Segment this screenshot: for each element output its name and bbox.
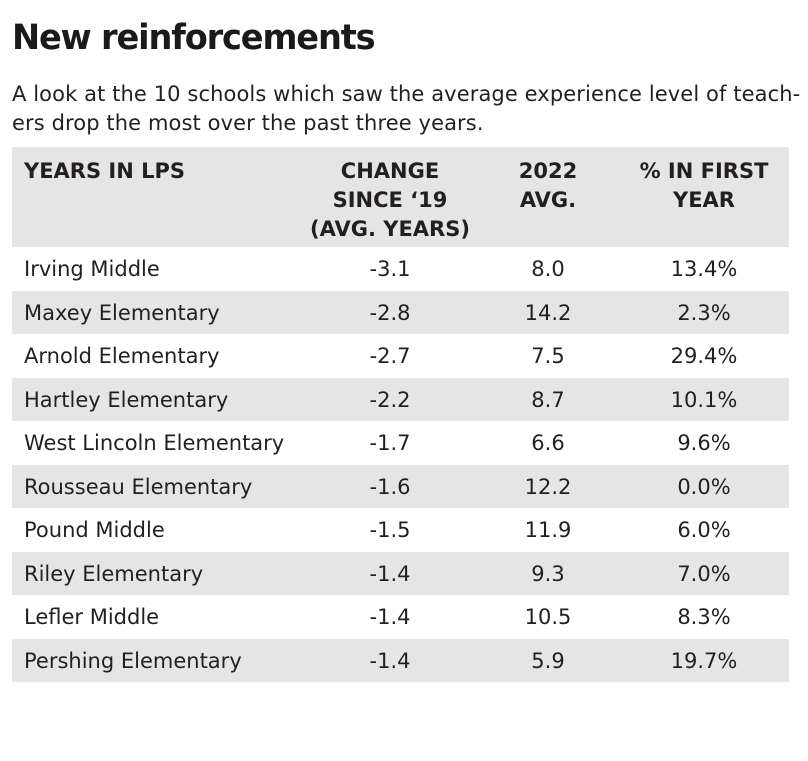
school-name-cell: Pound Middle bbox=[24, 518, 165, 542]
avg-2022-cell: 11.9 bbox=[524, 518, 572, 542]
table-row: Lefler Middle -1.4 10.5 8.3% bbox=[12, 595, 789, 639]
header-years-in-lps-line-1: YEARS IN LPS bbox=[24, 159, 186, 183]
first-year-pct-cell: 10.1% bbox=[670, 387, 738, 412]
avg-2022-cell: 7.5 bbox=[531, 344, 565, 368]
header-first-line-2: YEAR bbox=[673, 188, 735, 212]
school-name-cell: West Lincoln Elementary bbox=[24, 431, 285, 455]
header-change-line-3: (AVG. YEARS) bbox=[310, 217, 470, 241]
first-year-pct-cell: 9.6% bbox=[677, 431, 731, 455]
table-row: Riley Elementary -1.4 9.3 7.0% bbox=[12, 551, 789, 595]
school-name-cell: Arnold Elementary bbox=[24, 344, 220, 368]
school-name-cell: Pershing Elementary bbox=[24, 648, 242, 673]
header-change-since-19: CHANGE SINCE ‘19 (AVG. YEARS) bbox=[295, 157, 485, 244]
avg-2022-cell: 14.2 bbox=[524, 300, 572, 325]
avg-2022-cell: 6.6 bbox=[531, 431, 565, 455]
chart-title: New reinforcements bbox=[12, 18, 376, 58]
first-year-pct-cell: 8.3% bbox=[677, 605, 731, 629]
school-name-cell: Lefler Middle bbox=[24, 605, 160, 629]
header-years-in-lps: YEARS IN LPS bbox=[24, 157, 185, 186]
avg-2022-cell: 12.2 bbox=[524, 474, 572, 499]
header-first-line-1: % IN FIRST bbox=[639, 159, 769, 183]
header-change-line-2: SINCE ‘19 bbox=[332, 188, 448, 212]
table-row: West Lincoln Elementary -1.7 6.6 9.6% bbox=[12, 421, 789, 465]
first-year-pct-cell: 2.3% bbox=[677, 300, 731, 325]
first-year-pct-cell: 19.7% bbox=[670, 648, 738, 673]
table-row: Maxey Elementary -2.8 14.2 2.3% bbox=[12, 290, 789, 334]
table-row: Pershing Elementary -1.4 5.9 19.7% bbox=[12, 638, 789, 682]
table-header: YEARS IN LPS CHANGE SINCE ‘19 (AVG. YEAR… bbox=[12, 147, 789, 247]
school-name-cell: Rousseau Elementary bbox=[24, 474, 253, 499]
subtitle-line-2: ers drop the most over the past three ye… bbox=[12, 111, 484, 135]
table-body: Irving Middle -3.1 8.0 13.4% Maxey Elementar… bbox=[12, 247, 789, 682]
avg-2022-cell: 8.0 bbox=[531, 257, 565, 281]
table-row: Irving Middle -3.1 8.0 13.4% bbox=[12, 247, 789, 291]
first-year-pct-cell: 6.0% bbox=[677, 518, 731, 542]
avg-2022-cell: 9.3 bbox=[531, 561, 565, 586]
first-year-pct-cell: 13.4% bbox=[670, 257, 738, 281]
table-row: Rousseau Elementary -1.6 12.2 0.0% bbox=[12, 464, 789, 508]
header-change-line-1: CHANGE bbox=[340, 159, 440, 183]
school-name-cell: Hartley Elementary bbox=[24, 387, 229, 412]
header-avg-line-1: 2022 bbox=[518, 159, 578, 183]
header-2022-avg: 2022 AVG. bbox=[498, 157, 598, 215]
change-cell: -2.7 bbox=[369, 344, 411, 368]
first-year-pct-cell: 7.0% bbox=[677, 561, 731, 586]
school-name-cell: Maxey Elementary bbox=[24, 300, 220, 325]
header-pct-first-year: % IN FIRST YEAR bbox=[614, 157, 794, 215]
change-cell: -1.4 bbox=[369, 561, 411, 586]
school-name-cell: Irving Middle bbox=[24, 257, 160, 281]
school-name-cell: Riley Elementary bbox=[24, 561, 204, 586]
change-cell: -1.4 bbox=[369, 605, 411, 629]
avg-2022-cell: 8.7 bbox=[531, 387, 565, 412]
change-cell: -1.4 bbox=[369, 648, 411, 673]
table-row: Pound Middle -1.5 11.9 6.0% bbox=[12, 508, 789, 552]
first-year-pct-cell: 0.0% bbox=[677, 474, 731, 499]
avg-2022-cell: 5.9 bbox=[531, 648, 565, 673]
subtitle-line-1: A look at the 10 schools which saw the a… bbox=[12, 82, 801, 106]
change-cell: -1.6 bbox=[369, 474, 411, 499]
first-year-pct-cell: 29.4% bbox=[670, 344, 738, 368]
change-cell: -2.2 bbox=[369, 387, 411, 412]
table-row: Arnold Elementary -2.7 7.5 29.4% bbox=[12, 334, 789, 378]
change-cell: -2.8 bbox=[369, 300, 411, 325]
chart-subtitle: A look at the 10 schools which saw the a… bbox=[12, 80, 801, 138]
change-cell: -3.1 bbox=[369, 257, 411, 281]
data-table: YEARS IN LPS CHANGE SINCE ‘19 (AVG. YEAR… bbox=[12, 147, 789, 682]
avg-2022-cell: 10.5 bbox=[524, 605, 572, 629]
table-row: Hartley Elementary -2.2 8.7 10.1% bbox=[12, 377, 789, 421]
change-cell: -1.7 bbox=[369, 431, 411, 455]
change-cell: -1.5 bbox=[369, 518, 411, 542]
header-avg-line-2: AVG. bbox=[519, 188, 577, 212]
